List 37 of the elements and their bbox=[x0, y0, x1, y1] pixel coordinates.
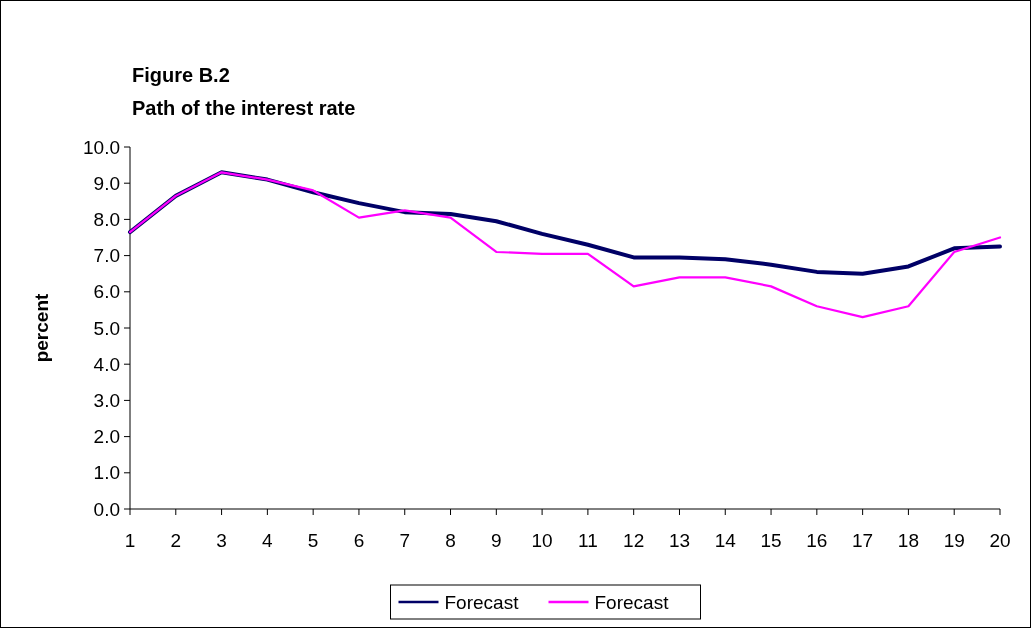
x-tick-label: 16 bbox=[806, 530, 828, 551]
y-tick-label: 8.0 bbox=[93, 209, 120, 231]
chart-subtitle: Path of the interest rate bbox=[132, 97, 356, 119]
x-tick-label: 17 bbox=[852, 530, 874, 551]
x-tick-label: 5 bbox=[307, 530, 319, 551]
x-tick-label: 3 bbox=[216, 530, 227, 551]
x-tick-label: 20 bbox=[989, 530, 1011, 551]
y-axis-title: percent bbox=[31, 293, 52, 363]
x-tick-label: 7 bbox=[399, 530, 411, 551]
line-series bbox=[128, 171, 1002, 319]
x-tick-label: 9 bbox=[491, 530, 502, 551]
x-tick-label: 4 bbox=[262, 530, 274, 551]
legend-label: Forecast bbox=[594, 591, 670, 613]
x-tick-label: 14 bbox=[714, 530, 737, 551]
x-tick-label: 11 bbox=[578, 530, 598, 551]
y-tick-label: 3.0 bbox=[93, 390, 120, 412]
y-tick-label: 2.0 bbox=[93, 426, 120, 448]
x-tick-label: 10 bbox=[531, 530, 553, 551]
y-tick-label: 4.0 bbox=[93, 353, 120, 375]
legend-label: Forecast bbox=[444, 591, 520, 613]
y-tick-label: 10.0 bbox=[83, 136, 120, 158]
y-tick-label: 0.0 bbox=[93, 498, 120, 520]
y-tick-label: 1.0 bbox=[93, 462, 120, 484]
x-tick-label: 8 bbox=[445, 530, 456, 551]
y-tick-label: 7.0 bbox=[93, 245, 120, 267]
y-tick-label: 5.0 bbox=[93, 317, 120, 339]
x-tick-label: 6 bbox=[353, 530, 365, 551]
x-tick-label: 2 bbox=[170, 530, 182, 551]
x-tick-label: 13 bbox=[668, 530, 691, 551]
x-tick-label: 12 bbox=[623, 530, 645, 551]
x-tick-label: 1 bbox=[124, 530, 136, 551]
x-tick-label: 19 bbox=[943, 530, 965, 551]
chart-title: Figure B.2 bbox=[132, 64, 230, 86]
x-tick-label: 15 bbox=[760, 530, 782, 551]
x-tick-label: 18 bbox=[897, 530, 919, 551]
y-tick-label: 9.0 bbox=[93, 172, 120, 194]
y-tick-label: 6.0 bbox=[93, 281, 120, 303]
